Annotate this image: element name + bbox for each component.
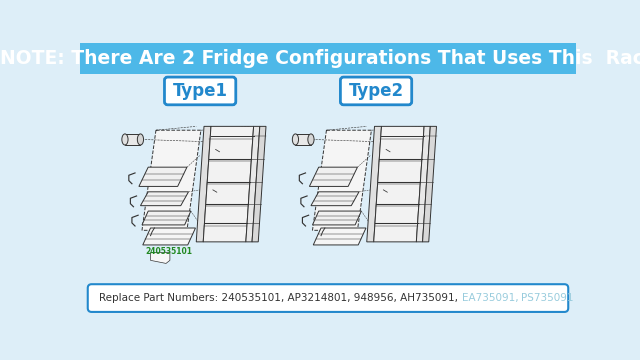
Text: PS735091: PS735091 [522,293,574,303]
Polygon shape [204,126,253,242]
Polygon shape [143,228,195,245]
Text: NOTE: There Are 2 Fridge Configurations That Uses This  Rack: NOTE: There Are 2 Fridge Configurations … [0,49,640,68]
Polygon shape [296,134,311,145]
Polygon shape [150,253,170,264]
FancyBboxPatch shape [80,43,576,74]
FancyBboxPatch shape [340,77,412,105]
Polygon shape [142,211,191,225]
Polygon shape [139,167,187,186]
Polygon shape [312,211,362,225]
Text: 240535101: 240535101 [145,247,192,256]
Polygon shape [312,130,371,230]
Polygon shape [140,192,189,206]
Text: Type1: Type1 [173,82,228,100]
Polygon shape [313,228,366,245]
Polygon shape [196,126,211,242]
Ellipse shape [122,134,128,145]
FancyBboxPatch shape [88,284,568,312]
Ellipse shape [308,134,314,145]
Polygon shape [374,126,424,242]
Polygon shape [125,134,140,145]
Polygon shape [309,167,358,186]
Text: Type2: Type2 [349,82,404,100]
Ellipse shape [138,134,143,145]
Text: EA735091,: EA735091, [461,293,522,303]
Polygon shape [311,192,359,206]
Polygon shape [142,130,201,230]
Polygon shape [367,126,381,242]
Polygon shape [422,126,436,242]
Polygon shape [246,126,260,242]
Polygon shape [417,126,430,242]
Text: Replace Part Numbers: 240535101, AP3214801, 948956, AH735091,: Replace Part Numbers: 240535101, AP32148… [99,293,461,303]
Polygon shape [252,126,266,242]
FancyBboxPatch shape [164,77,236,105]
Ellipse shape [292,134,298,145]
